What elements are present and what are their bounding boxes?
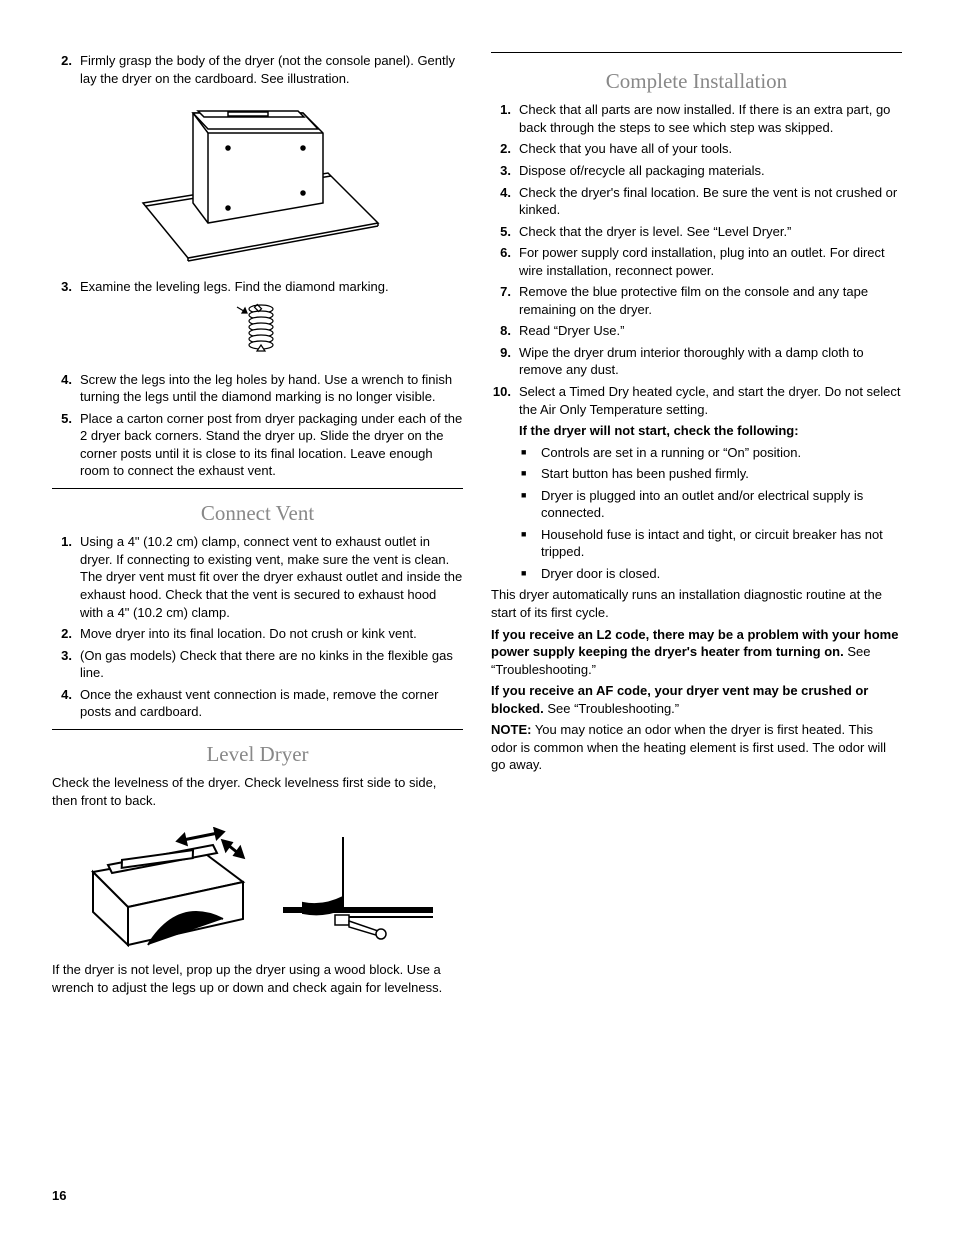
check-block: If the dryer will not start, check the f… bbox=[491, 422, 902, 582]
step-text: Check that you have all of your tools. bbox=[519, 140, 902, 158]
odor-note: NOTE: You may notice an odor when the dr… bbox=[491, 721, 902, 774]
check-header: If the dryer will not start, check the f… bbox=[519, 422, 902, 440]
step-item: 2. Firmly grasp the body of the dryer (n… bbox=[52, 52, 463, 87]
bullet-text: Controls are set in a running or “On” po… bbox=[541, 444, 801, 462]
step-item: 2. Move dryer into its final location. D… bbox=[52, 625, 463, 643]
right-column: Complete Installation 1.Check that all p… bbox=[491, 52, 902, 1000]
step-item: 4. Once the exhaust vent connection is m… bbox=[52, 686, 463, 721]
connect-vent-steps: 1. Using a 4" (10.2 cm) clamp, connect v… bbox=[52, 533, 463, 720]
step-text: Place a carton corner post from dryer pa… bbox=[80, 410, 463, 480]
check-bullets: Controls are set in a running or “On” po… bbox=[519, 444, 902, 583]
bullet-text: Dryer is plugged into an outlet and/or e… bbox=[541, 487, 902, 522]
step-item: 8.Read “Dryer Use.” bbox=[491, 322, 902, 340]
note-label: NOTE: bbox=[491, 722, 531, 737]
l2-bold: If you receive an L2 code, there may be … bbox=[491, 627, 898, 660]
section-divider bbox=[52, 729, 463, 730]
dryer-leg-adjust-icon bbox=[283, 837, 433, 947]
step-text: Remove the blue protective film on the c… bbox=[519, 283, 902, 318]
step-number: 3. bbox=[52, 278, 80, 296]
two-column-layout: 2. Firmly grasp the body of the dryer (n… bbox=[52, 52, 902, 1000]
step-number: 1. bbox=[52, 533, 80, 621]
step-number: 2. bbox=[491, 140, 519, 158]
intro-steps-mid: 3. Examine the leveling legs. Find the d… bbox=[52, 278, 463, 296]
step-item: 10.Select a Timed Dry heated cycle, and … bbox=[491, 383, 902, 418]
note-text: You may notice an odor when the dryer is… bbox=[491, 722, 886, 772]
step-text: Using a 4" (10.2 cm) clamp, connect vent… bbox=[80, 533, 463, 621]
dryer-level-top-icon bbox=[83, 827, 253, 947]
step-number: 8. bbox=[491, 322, 519, 340]
step-text: Check the dryer's final location. Be sur… bbox=[519, 184, 902, 219]
step-text: Check that the dryer is level. See “Leve… bbox=[519, 223, 902, 241]
step-number: 1. bbox=[491, 101, 519, 136]
step-item: 9.Wipe the dryer drum interior thoroughl… bbox=[491, 344, 902, 379]
level-dryer-illustrations bbox=[52, 827, 463, 947]
step-number: 10. bbox=[491, 383, 519, 418]
step-text: Check that all parts are now installed. … bbox=[519, 101, 902, 136]
left-column: 2. Firmly grasp the body of the dryer (n… bbox=[52, 52, 463, 1000]
af-tail: See “Troubleshooting.” bbox=[544, 701, 679, 716]
page-number: 16 bbox=[52, 1187, 66, 1205]
bullet-item: Start button has been pushed firmly. bbox=[519, 465, 902, 483]
step-text: Wipe the dryer drum interior thoroughly … bbox=[519, 344, 902, 379]
dryer-cardboard-illustration bbox=[52, 93, 463, 268]
l2-code-note: If you receive an L2 code, there may be … bbox=[491, 626, 902, 679]
bullet-item: Dryer door is closed. bbox=[519, 565, 902, 583]
step-text: Screw the legs into the leg holes by han… bbox=[80, 371, 463, 406]
step-item: 5.Check that the dryer is level. See “Le… bbox=[491, 223, 902, 241]
step-text: Move dryer into its final location. Do n… bbox=[80, 625, 463, 643]
step-number: 6. bbox=[491, 244, 519, 279]
bullet-item: Controls are set in a running or “On” po… bbox=[519, 444, 902, 462]
step-item: 1. Using a 4" (10.2 cm) clamp, connect v… bbox=[52, 533, 463, 621]
bullet-item: Household fuse is intact and tight, or c… bbox=[519, 526, 902, 561]
level-dryer-outro: If the dryer is not level, prop up the d… bbox=[52, 961, 463, 996]
bullet-text: Start button has been pushed firmly. bbox=[541, 465, 749, 483]
step-text: Examine the leveling legs. Find the diam… bbox=[80, 278, 463, 296]
step-number: 4. bbox=[491, 184, 519, 219]
step-number: 2. bbox=[52, 52, 80, 87]
step-item: 3.Dispose of/recycle all packaging mater… bbox=[491, 162, 902, 180]
leveling-leg-illustration bbox=[52, 301, 463, 361]
step-number: 7. bbox=[491, 283, 519, 318]
step-text: (On gas models) Check that there are no … bbox=[80, 647, 463, 682]
step-text: Dispose of/recycle all packaging materia… bbox=[519, 162, 902, 180]
step-number: 4. bbox=[52, 371, 80, 406]
bullet-text: Household fuse is intact and tight, or c… bbox=[541, 526, 902, 561]
step-number: 3. bbox=[491, 162, 519, 180]
step-number: 9. bbox=[491, 344, 519, 379]
level-dryer-heading: Level Dryer bbox=[52, 740, 463, 768]
af-code-note: If you receive an AF code, your dryer ve… bbox=[491, 682, 902, 717]
diagnostic-note: This dryer automatically runs an install… bbox=[491, 586, 902, 621]
step-text: Firmly grasp the body of the dryer (not … bbox=[80, 52, 463, 87]
step-text: Select a Timed Dry heated cycle, and sta… bbox=[519, 383, 902, 418]
manual-page: 2. Firmly grasp the body of the dryer (n… bbox=[0, 0, 954, 1235]
bullet-text: Dryer door is closed. bbox=[541, 565, 660, 583]
step-item: 4. Screw the legs into the leg holes by … bbox=[52, 371, 463, 406]
step-number: 3. bbox=[52, 647, 80, 682]
step-item: 3. (On gas models) Check that there are … bbox=[52, 647, 463, 682]
step-item: 1.Check that all parts are now installed… bbox=[491, 101, 902, 136]
step-text: Read “Dryer Use.” bbox=[519, 322, 902, 340]
step-number: 4. bbox=[52, 686, 80, 721]
step-number: 2. bbox=[52, 625, 80, 643]
complete-installation-heading: Complete Installation bbox=[491, 67, 902, 95]
step-item: 3. Examine the leveling legs. Find the d… bbox=[52, 278, 463, 296]
step-item: 6.For power supply cord installation, pl… bbox=[491, 244, 902, 279]
step-item: 2.Check that you have all of your tools. bbox=[491, 140, 902, 158]
section-divider bbox=[52, 488, 463, 489]
step-item: 7.Remove the blue protective film on the… bbox=[491, 283, 902, 318]
intro-steps-top: 2. Firmly grasp the body of the dryer (n… bbox=[52, 52, 463, 87]
intro-steps-bottom: 4. Screw the legs into the leg holes by … bbox=[52, 371, 463, 480]
complete-installation-steps: 1.Check that all parts are now installed… bbox=[491, 101, 902, 418]
step-number: 5. bbox=[52, 410, 80, 480]
step-item: 4.Check the dryer's final location. Be s… bbox=[491, 184, 902, 219]
bullet-item: Dryer is plugged into an outlet and/or e… bbox=[519, 487, 902, 522]
connect-vent-heading: Connect Vent bbox=[52, 499, 463, 527]
step-number: 5. bbox=[491, 223, 519, 241]
step-text: Once the exhaust vent connection is made… bbox=[80, 686, 463, 721]
level-dryer-intro: Check the levelness of the dryer. Check … bbox=[52, 774, 463, 809]
step-text: For power supply cord installation, plug… bbox=[519, 244, 902, 279]
step-item: 5. Place a carton corner post from dryer… bbox=[52, 410, 463, 480]
